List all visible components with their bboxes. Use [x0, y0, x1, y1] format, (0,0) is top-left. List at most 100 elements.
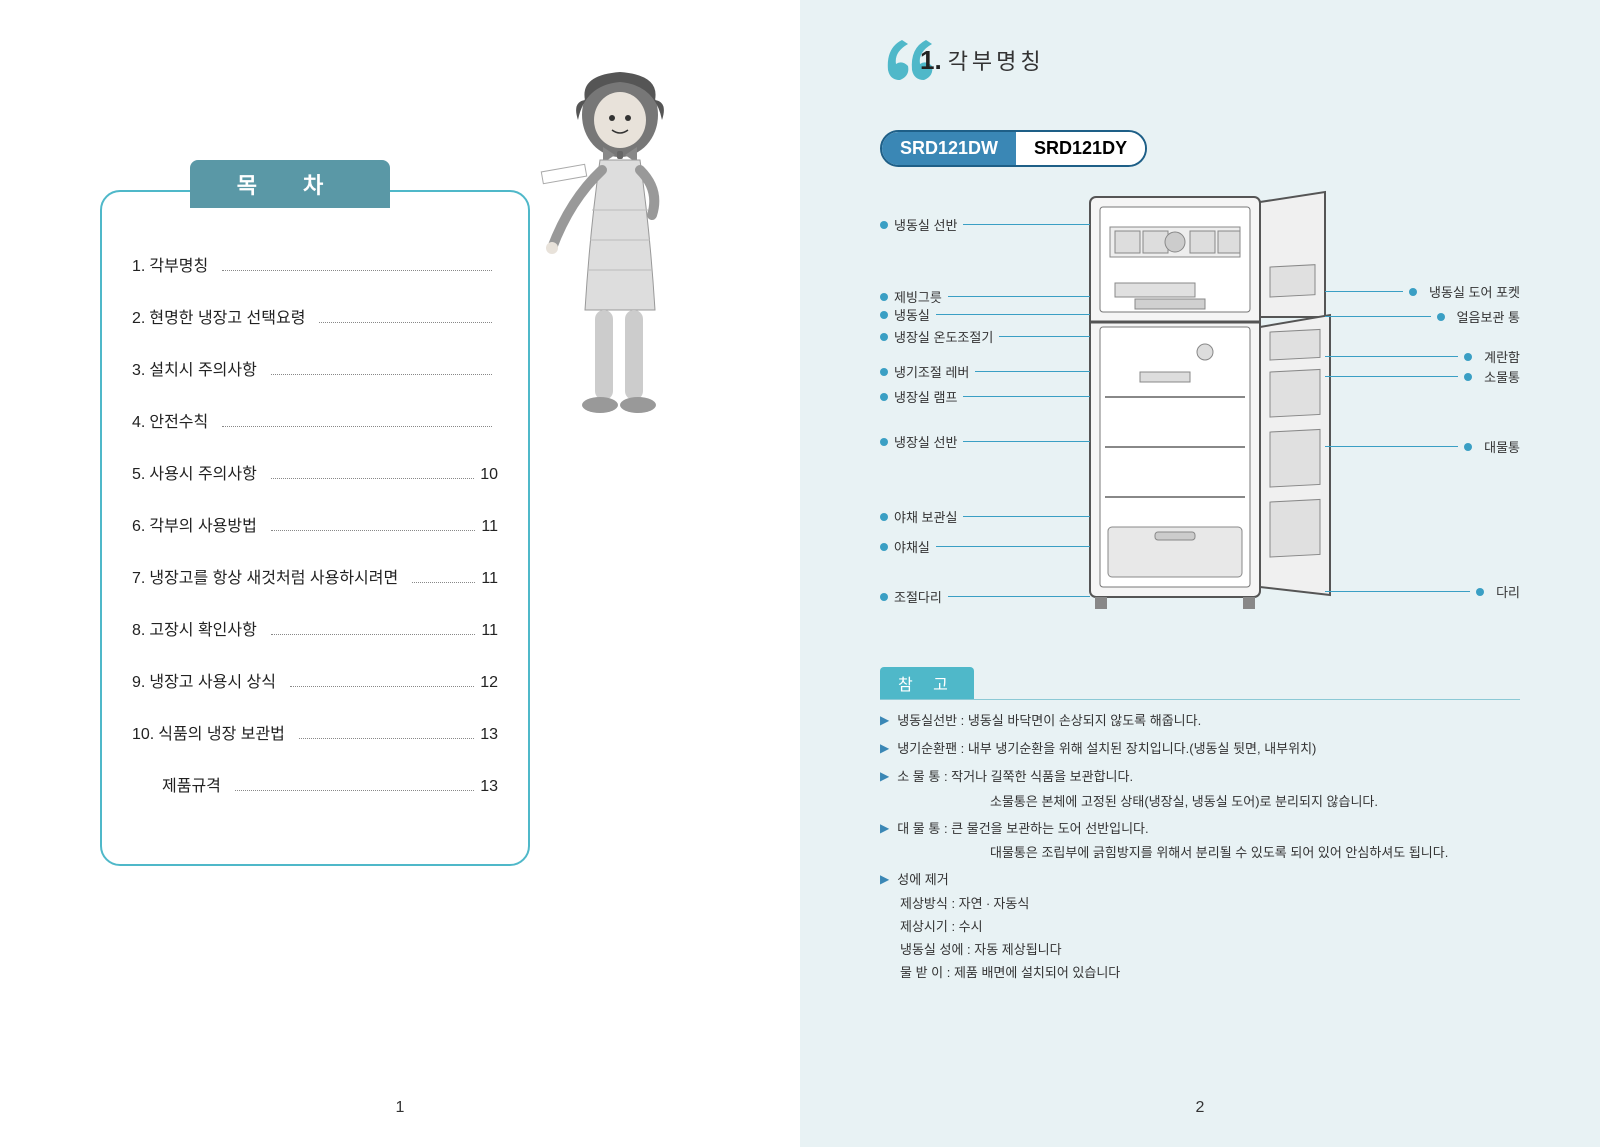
note-line: ▶소 물 통 : 작거나 길쭉한 식품을 보관합니다. [880, 768, 1520, 786]
toc-box: 1.각부명칭 2.현명한 냉장고 선택요령 3.설치시 주의사항 4.안전수칙 … [100, 190, 530, 866]
diagram-area: 냉동실 선반제빙그릇냉동실냉장실 온도조절기냉기조절 레버냉장실 램프냉장실 선… [880, 187, 1520, 637]
callout-line [948, 296, 1090, 297]
callout-label: 냉동실 선반 [894, 215, 957, 234]
callout-line [963, 224, 1090, 225]
callout-line [1325, 356, 1458, 357]
note-text: 대 물 통 : 큰 물건을 보관하는 도어 선반입니다. [897, 820, 1520, 838]
callout-label: 냉장실 램프 [894, 387, 957, 406]
section-title: 각부명칭 [948, 44, 1045, 76]
callout-left: 제빙그릇 [880, 287, 1090, 306]
triangle-bullet-icon: ▶ [880, 871, 889, 889]
callout-line [963, 516, 1090, 517]
callout-line [999, 336, 1090, 337]
toc-header: 목 차 [190, 160, 390, 208]
callout-label: 소물통 [1484, 367, 1520, 386]
toc-label: 냉장고 사용시 상식 [149, 668, 276, 692]
toc-item: 5.사용시 주의사항 10 [132, 460, 498, 484]
section-number: 1. [920, 45, 942, 76]
toc-dots [319, 322, 492, 323]
callout-dot-icon [1437, 313, 1445, 321]
callout-label: 다리 [1496, 582, 1520, 601]
callout-dot-icon [880, 438, 888, 446]
callout-label: 냉동실 도어 포켓 [1429, 282, 1520, 301]
callout-left: 조절다리 [880, 587, 1090, 606]
callout-label: 냉장실 선반 [894, 432, 957, 451]
callout-right: 소물통 [1325, 367, 1520, 386]
triangle-bullet-icon: ▶ [880, 740, 889, 758]
callout-left: 야채 보관실 [880, 507, 1090, 526]
toc-label: 사용시 주의사항 [149, 460, 257, 484]
toc-label: 각부명칭 [149, 252, 208, 276]
callout-line [975, 371, 1090, 372]
callout-dot-icon [880, 293, 888, 301]
toc-page: 11 [481, 518, 498, 536]
note-sub: 제상시기 : 수시 [900, 916, 1520, 935]
toc-num: 2. [132, 310, 145, 328]
toc-dots [299, 738, 474, 739]
toc-item: 9.냉장고 사용시 상식12 [132, 668, 498, 692]
fridge-illustration [1080, 187, 1340, 617]
model-inactive: SRD121DY [1016, 132, 1145, 165]
toc-page: 10 [480, 466, 498, 484]
callout-left: 야채실 [880, 537, 1090, 556]
page-right: 1. 각부명칭 SRD121DW SRD121DY [800, 0, 1600, 1147]
callout-label: 대물통 [1484, 437, 1520, 456]
callout-label: 얼음보관 통 [1457, 307, 1520, 326]
toc-label: 안전수칙 [149, 408, 208, 432]
callout-right: 다리 [1325, 582, 1520, 601]
callout-dot-icon [880, 543, 888, 551]
callout-line [948, 596, 1090, 597]
toc-num: 1. [132, 258, 145, 276]
toc-num: 6. [132, 518, 145, 536]
callout-left: 냉기조절 레버 [880, 362, 1090, 381]
callout-dot-icon [1464, 443, 1472, 451]
callout-left: 냉동실 [880, 305, 1090, 324]
callout-dot-icon [1464, 353, 1472, 361]
callout-dot-icon [880, 513, 888, 521]
toc-num: 4. [132, 414, 145, 432]
toc-item: 제품규격13 [132, 772, 498, 796]
callout-left: 냉장실 램프 [880, 387, 1090, 406]
callout-right: 계란함 [1325, 347, 1520, 366]
toc-page: 11 [481, 570, 498, 588]
callout-label: 제빙그릇 [894, 287, 942, 306]
toc-num: 8. [132, 622, 145, 640]
toc-num: 9. [132, 674, 145, 692]
callout-label: 냉장실 온도조절기 [894, 327, 993, 346]
callout-line [1325, 446, 1458, 447]
note-box: 참 고 ▶냉동실선반 : 냉동실 바닥면이 손상되지 않도록 해줍니다.▶냉기순… [880, 667, 1520, 981]
toc-dots [222, 426, 492, 427]
callout-label: 야채 보관실 [894, 507, 957, 526]
toc-num: 5. [132, 466, 145, 484]
toc-num: 7. [132, 570, 145, 588]
callout-left: 냉동실 선반 [880, 215, 1090, 234]
callout-left: 냉장실 선반 [880, 432, 1090, 451]
toc-dots [271, 634, 476, 635]
callout-dot-icon [880, 593, 888, 601]
callout-dot-icon [1409, 288, 1417, 296]
toc-label: 식품의 냉장 보관법 [158, 720, 285, 744]
note-body: ▶냉동실선반 : 냉동실 바닥면이 손상되지 않도록 해줍니다.▶냉기순환팬 :… [880, 699, 1520, 981]
toc-dots [271, 530, 476, 531]
callout-dot-icon [1476, 588, 1484, 596]
callout-line [936, 314, 1090, 315]
callout-dot-icon [880, 221, 888, 229]
note-text: 성에 제거 [897, 871, 1520, 889]
callout-dot-icon [880, 333, 888, 341]
callout-dot-icon [880, 368, 888, 376]
toc-dots [271, 374, 492, 375]
callout-label: 조절다리 [894, 587, 942, 606]
note-text: 소 물 통 : 작거나 길쭉한 식품을 보관합니다. [897, 768, 1520, 786]
toc-num: 10. [132, 726, 154, 744]
callout-label: 냉기조절 레버 [894, 362, 969, 381]
note-tab: 참 고 [880, 667, 974, 699]
toc-wrapper: 목 차 1.각부명칭 2.현명한 냉장고 선택요령 3.설치시 주의사항 4.안… [100, 190, 700, 866]
note-line: ▶냉기순환팬 : 내부 냉기순환을 위해 설치된 장치입니다.(냉동실 뒷면, … [880, 740, 1520, 758]
toc-dots [271, 478, 474, 479]
note-sub: 소물통은 본체에 고정된 상태(냉장실, 냉동실 도어)로 분리되지 않습니다. [990, 791, 1520, 810]
note-sub: 물 받 이 : 제품 배면에 설치되어 있습니다 [900, 962, 1520, 981]
callout-label: 냉동실 [894, 305, 930, 324]
toc-label: 각부의 사용방법 [149, 512, 257, 536]
triangle-bullet-icon: ▶ [880, 820, 889, 838]
callout-line [1325, 316, 1431, 317]
